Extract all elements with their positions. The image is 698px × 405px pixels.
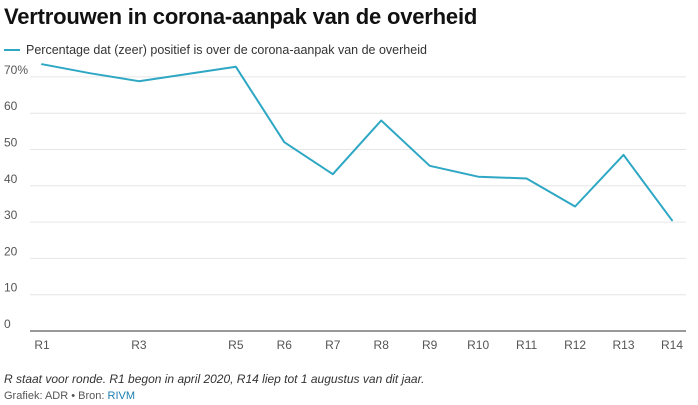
x-tick-label: R5 [228,338,244,352]
x-tick-label: R6 [277,338,293,352]
y-tick-label: 20 [4,244,18,258]
legend-label: Percentage dat (zeer) positief is over d… [26,43,427,57]
x-tick-label: R9 [422,338,438,352]
y-tick-label: 70% [4,63,28,77]
x-tick-label: R10 [467,338,489,352]
x-tick-label: R13 [613,338,635,352]
line-chart: 0 10 20 30 40 50 60 70% R1 R3 R5 R6 R7 R8 R9 R10 R11 R12 R… [4,63,686,352]
legend: Percentage dat (zeer) positief is over d… [4,43,427,57]
source-link[interactable]: RIVM [107,390,136,402]
chart-title: Vertrouwen in corona-aanpak van de overh… [4,4,478,29]
x-tick-label: R14 [661,338,683,352]
series-line [41,63,673,222]
x-tick-label: R3 [131,338,147,352]
chart-credit: Grafiek: ADR • Bron: RIVM [4,390,135,402]
credit-text: Grafiek: ADR • Bron: [4,390,108,402]
x-tick-label: R8 [374,338,390,352]
y-tick-label: 40 [4,172,18,186]
x-tick-label: R11 [516,338,537,352]
y-tick-label: 0 [4,317,11,331]
y-tick-label: 60 [4,99,18,113]
chart-note: R staat voor ronde. R1 begon in april 20… [4,372,425,386]
x-tick-label: R1 [34,338,50,352]
x-tick-label: R12 [564,338,586,352]
legend-swatch [4,49,20,51]
y-tick-label: 30 [4,208,18,222]
x-tick-label: R7 [325,338,341,352]
y-tick-label: 50 [4,135,18,149]
y-tick-label: 10 [4,281,18,295]
